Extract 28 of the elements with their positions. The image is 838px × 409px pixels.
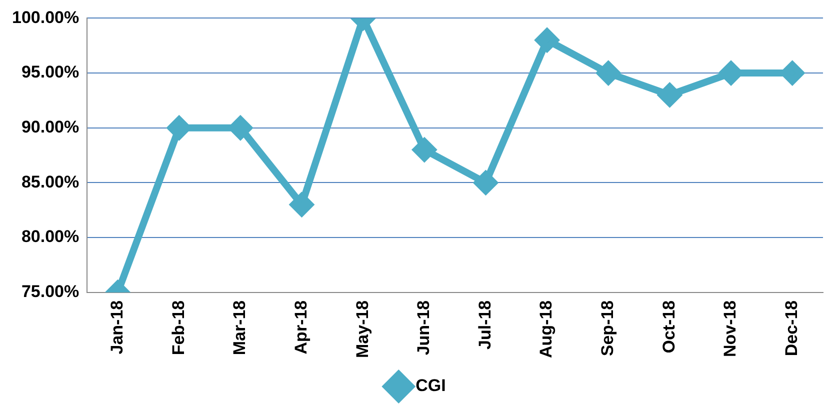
x-tick-label: Sep-18 — [598, 300, 618, 356]
legend-label: CGI — [416, 376, 446, 396]
point — [228, 116, 252, 140]
point — [780, 62, 804, 85]
y-tick-label: 80.00% — [21, 227, 80, 246]
point — [412, 138, 436, 162]
x-tick-label: Apr-18 — [291, 300, 310, 354]
point — [658, 83, 682, 106]
y-tick-label: 90.00% — [21, 118, 80, 137]
x-tick-label: Oct-18 — [659, 300, 678, 354]
x-tick-label: May-18 — [352, 300, 372, 358]
x-tick-label: Mar-18 — [230, 300, 250, 356]
point — [474, 171, 498, 194]
y-tick-label: 100.00% — [12, 8, 80, 27]
x-tick-label: Jul-18 — [475, 300, 494, 350]
y-tick-label: 95.00% — [21, 62, 80, 82]
point — [536, 28, 559, 52]
y-tick-label: 75.00% — [21, 282, 80, 302]
x-tick-label: Feb-18 — [168, 300, 188, 356]
x-tick-label: Nov-18 — [720, 300, 740, 358]
y-tick-label: 85.00% — [21, 172, 80, 192]
x-tick-label: Aug-18 — [536, 300, 556, 358]
x-tick-label: Jan-18 — [107, 300, 126, 354]
x-tick-label: Jun-18 — [414, 300, 434, 356]
x-tick-label: Dec-18 — [782, 300, 802, 356]
point — [596, 62, 620, 85]
point — [290, 193, 314, 216]
point — [168, 116, 191, 140]
